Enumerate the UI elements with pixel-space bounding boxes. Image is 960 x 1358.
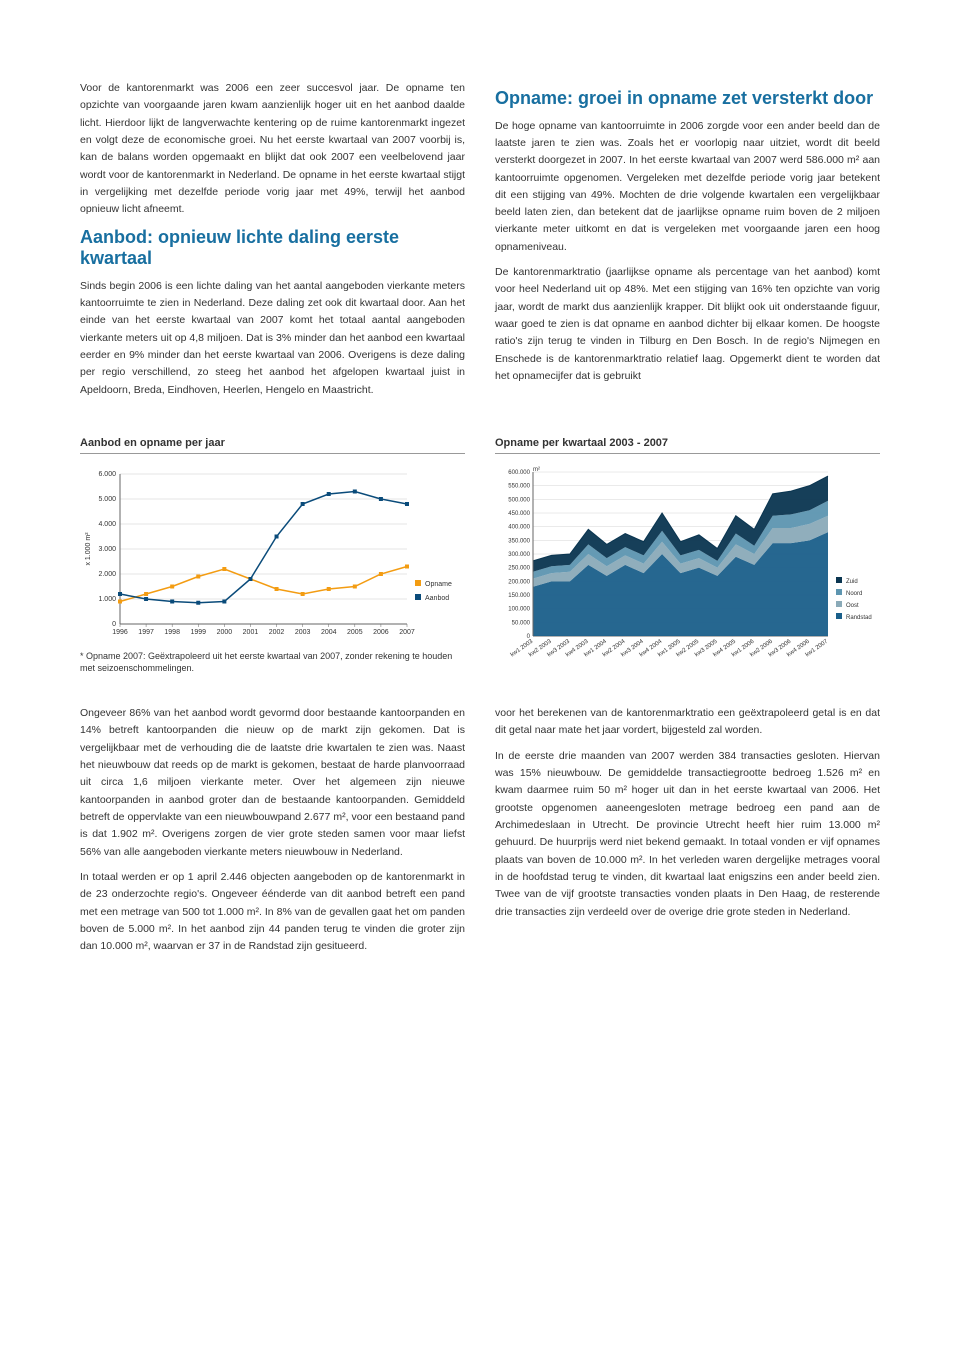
svg-text:3.000: 3.000 xyxy=(98,546,116,553)
bottom-right-p1: voor het berekenen van de kantorenmarktr… xyxy=(495,705,880,740)
top-text-columns: Voor de kantorenmarkt was 2006 een zeer … xyxy=(80,80,880,407)
top-right-column: Opname: groei in opname zet versterkt do… xyxy=(495,80,880,407)
svg-text:250.000: 250.000 xyxy=(508,566,530,572)
svg-text:300.000: 300.000 xyxy=(508,552,530,558)
svg-text:2000: 2000 xyxy=(217,629,233,636)
svg-text:2007: 2007 xyxy=(399,629,415,636)
svg-text:6.000: 6.000 xyxy=(98,471,116,478)
svg-text:2003: 2003 xyxy=(295,629,311,636)
svg-text:Noord: Noord xyxy=(846,591,862,597)
chart2-title: Opname per kwartaal 2003 - 2007 xyxy=(495,437,880,454)
svg-text:1999: 1999 xyxy=(190,629,206,636)
chart1-title: Aanbod en opname per jaar xyxy=(80,437,465,454)
svg-text:1997: 1997 xyxy=(138,629,154,636)
svg-text:450.000: 450.000 xyxy=(508,511,530,517)
svg-text:2001: 2001 xyxy=(243,629,259,636)
bottom-right-p2: In de eerste drie maanden van 2007 werde… xyxy=(495,748,880,921)
svg-text:2.000: 2.000 xyxy=(98,571,116,578)
svg-text:200.000: 200.000 xyxy=(508,579,530,585)
heading-opname: Opname: groei in opname zet versterkt do… xyxy=(495,88,880,110)
svg-text:Opname: Opname xyxy=(425,581,452,588)
svg-text:2002: 2002 xyxy=(269,629,285,636)
heading-aanbod: Aanbod: opnieuw lichte daling eerste kwa… xyxy=(80,227,465,270)
bottom-left-p2: In totaal werden er op 1 april 2.446 obj… xyxy=(80,869,465,956)
svg-text:Randstad: Randstad xyxy=(846,615,872,621)
svg-text:x 1.000 m²: x 1.000 m² xyxy=(85,532,92,566)
right-p1: De hoge opname van kantoorruimte in 2006… xyxy=(495,118,880,257)
svg-text:100.000: 100.000 xyxy=(508,607,530,613)
svg-text:350.000: 350.000 xyxy=(508,538,530,544)
svg-text:600.000: 600.000 xyxy=(508,470,530,476)
svg-text:Oost: Oost xyxy=(846,603,859,609)
bottom-left-column: Ongeveer 86% van het aanbod wordt gevorm… xyxy=(80,705,465,963)
svg-text:0: 0 xyxy=(112,621,116,628)
chart1-footnote: * Opname 2007: Geëxtrapoleerd uit het ee… xyxy=(80,650,465,675)
svg-text:400.000: 400.000 xyxy=(508,525,530,531)
right-p2: De kantorenmarktratio (jaarlijkse opname… xyxy=(495,264,880,385)
bottom-text-columns: Ongeveer 86% van het aanbod wordt gevorm… xyxy=(80,705,880,963)
svg-text:2004: 2004 xyxy=(321,629,337,636)
svg-text:Zuid: Zuid xyxy=(846,579,858,585)
left-p1: Voor de kantorenmarkt was 2006 een zeer … xyxy=(80,80,465,219)
svg-text:1.000: 1.000 xyxy=(98,596,116,603)
svg-text:1996: 1996 xyxy=(112,629,128,636)
chart2-block: Opname per kwartaal 2003 - 2007 m²050.00… xyxy=(495,437,880,675)
svg-text:2005: 2005 xyxy=(347,629,363,636)
chart1-block: Aanbod en opname per jaar 0 1.000 2.000 3.0… xyxy=(80,437,465,675)
left-p2: Sinds begin 2006 is een lichte daling va… xyxy=(80,278,465,399)
svg-text:1998: 1998 xyxy=(164,629,180,636)
bottom-left-p1: Ongeveer 86% van het aanbod wordt gevorm… xyxy=(80,705,465,861)
svg-text:150.000: 150.000 xyxy=(508,593,530,599)
chart1-line-chart: 0 1.000 2.000 3.000 4.000 5.000 6.000 x 1.000 m… xyxy=(80,464,465,644)
chart2-area-chart: m²050.000100.000150.000200.000250.000300… xyxy=(495,464,880,664)
charts-row: Aanbod en opname per jaar 0 1.000 2.000 3.0… xyxy=(80,437,880,675)
svg-text:Aanbod: Aanbod xyxy=(425,595,449,602)
svg-text:50.000: 50.000 xyxy=(512,620,531,626)
svg-text:4.000: 4.000 xyxy=(98,521,116,528)
svg-text:2006: 2006 xyxy=(373,629,389,636)
svg-text:550.000: 550.000 xyxy=(508,484,530,490)
top-left-column: Voor de kantorenmarkt was 2006 een zeer … xyxy=(80,80,465,407)
bottom-right-column: voor het berekenen van de kantorenmarktr… xyxy=(495,705,880,963)
svg-text:500.000: 500.000 xyxy=(508,497,530,503)
svg-text:5.000: 5.000 xyxy=(98,496,116,503)
